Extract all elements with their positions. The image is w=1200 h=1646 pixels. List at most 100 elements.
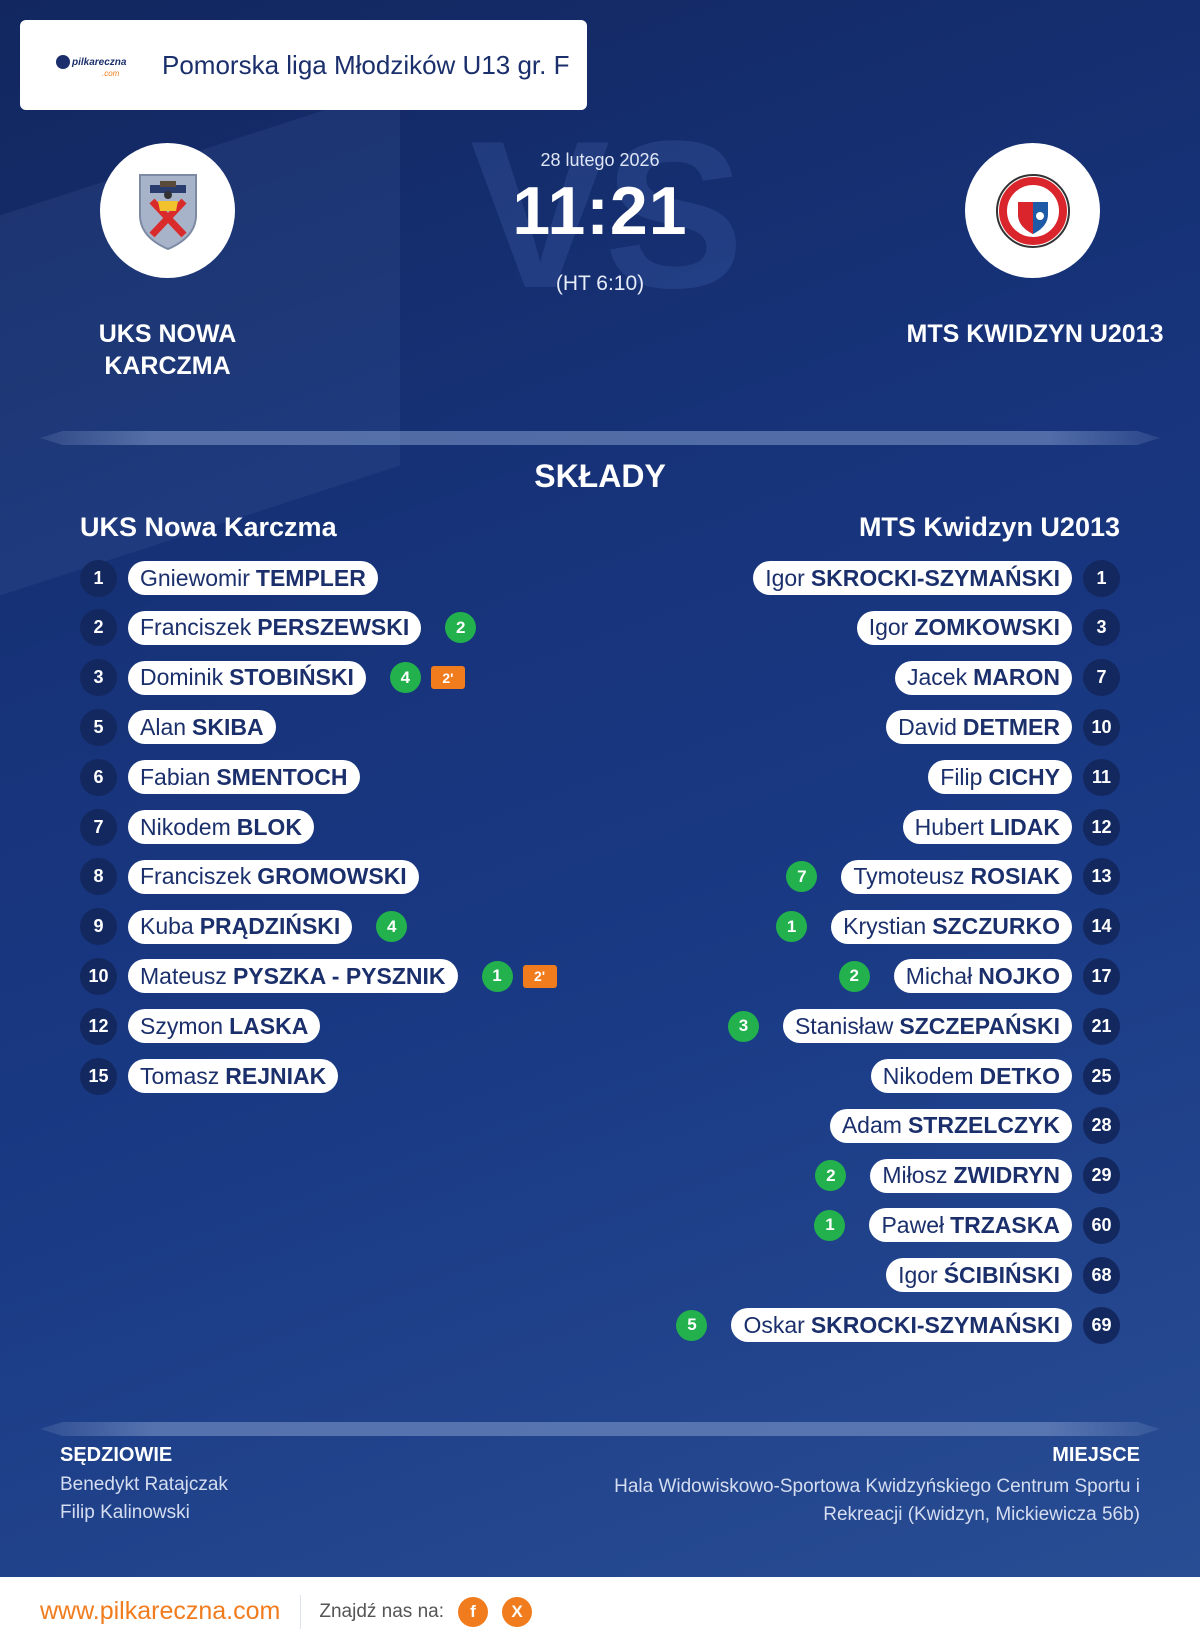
- player-first-name: Dominik: [140, 664, 224, 691]
- player-name[interactable]: Hubert LIDAK: [902, 810, 1072, 844]
- player-name[interactable]: Oskar SKROCKI-SZYMAŃSKI: [731, 1308, 1072, 1342]
- player-name[interactable]: Michał NOJKO: [893, 959, 1072, 994]
- x-icon[interactable]: X: [502, 1596, 532, 1627]
- player-last-name: PYSZKA - PYSZNIK: [232, 962, 446, 989]
- player-name[interactable]: Igor ZOMKOWSKI: [856, 610, 1072, 645]
- player-first-name: Adam: [841, 1112, 902, 1139]
- player-row[interactable]: 6 Fabian SMENTOCH: [80, 758, 360, 796]
- player-first-name: Michał: [905, 962, 973, 989]
- player-number: 1: [1083, 559, 1120, 597]
- player-row[interactable]: 15 Tomasz REJNIAK: [80, 1057, 339, 1095]
- player-row[interactable]: 29 Miłosz ZWIDRYN 2: [815, 1157, 1120, 1195]
- player-row[interactable]: 28 Adam STRZELCZYK: [829, 1107, 1120, 1145]
- player-row[interactable]: 8 Franciszek GROMOWSKI: [80, 858, 419, 896]
- player-row[interactable]: 60 Paweł TRZASKA 1: [814, 1206, 1120, 1244]
- player-number: 17: [1083, 957, 1120, 995]
- player-first-name: Nikodem: [882, 1062, 974, 1089]
- player-first-name: Miłosz: [882, 1162, 948, 1189]
- site-link[interactable]: www.pilkareczna.com: [40, 1597, 281, 1625]
- site-logo[interactable]: pilkareczna .com: [50, 45, 140, 85]
- goals-badge: 7: [786, 861, 818, 893]
- home-crest: [100, 143, 235, 278]
- player-row[interactable]: 12 Szymon LASKA: [80, 1007, 321, 1045]
- player-last-name: LASKA: [229, 1012, 309, 1039]
- goals-badge: 3: [727, 1010, 759, 1042]
- player-name[interactable]: Adam STRZELCZYK: [829, 1108, 1072, 1143]
- player-name[interactable]: Stanisław SZCZEPAŃSKI: [782, 1009, 1072, 1044]
- footer-separator: [300, 1594, 302, 1629]
- facebook-icon[interactable]: f: [458, 1596, 488, 1627]
- player-name[interactable]: Nikodem DETKO: [870, 1059, 1072, 1093]
- home-team-name: UKS NOWA KARCZMA: [98, 320, 237, 380]
- home-lineup-title: UKS Nowa Karczma: [80, 512, 337, 542]
- player-row[interactable]: 10 David DETMER: [886, 708, 1120, 746]
- venue-text: Hala Widowiskowo-Sportowa Kwidzyńskiego …: [614, 1476, 1140, 1525]
- match-score: 11:21: [512, 173, 688, 249]
- player-number: 5: [80, 708, 117, 746]
- player-name[interactable]: Igor SKROCKI-SZYMAŃSKI: [753, 561, 1072, 595]
- player-name[interactable]: Paweł TRZASKA: [869, 1208, 1072, 1243]
- player-name[interactable]: Nikodem BLOK: [128, 810, 314, 844]
- player-row[interactable]: 21 Stanisław SZCZEPAŃSKI 3: [727, 1007, 1120, 1045]
- divider-bottom: [40, 1422, 1160, 1436]
- player-name[interactable]: Franciszek GROMOWSKI: [128, 859, 419, 894]
- player-row[interactable]: 2 Franciszek PERSZEWSKI 2: [80, 609, 477, 647]
- goals-badge: 1: [776, 911, 808, 943]
- halftime-score: (HT 6:10): [555, 272, 645, 295]
- player-row[interactable]: 3 Igor ZOMKOWSKI: [856, 609, 1120, 647]
- player-number: 1: [80, 559, 117, 597]
- player-row[interactable]: 11 Filip CICHY: [928, 758, 1120, 796]
- player-name[interactable]: Tomasz REJNIAK: [128, 1059, 339, 1093]
- player-row[interactable]: 14 Krystian SZCZURKO 1: [776, 908, 1120, 946]
- player-row[interactable]: 10 Mateusz PYSZKA - PYSZNIK 1 2': [80, 957, 557, 995]
- player-row[interactable]: 12 Hubert LIDAK: [902, 808, 1120, 846]
- player-name[interactable]: Jacek MARON: [895, 660, 1072, 695]
- player-name[interactable]: Gniewomir TEMPLER: [128, 561, 378, 595]
- player-row[interactable]: 3 Dominik STOBIŃSKI 4 2': [80, 659, 465, 697]
- player-name[interactable]: Alan SKIBA: [128, 710, 276, 745]
- player-name[interactable]: Fabian SMENTOCH: [128, 760, 360, 795]
- player-first-name: David: [898, 713, 957, 740]
- player-number: 15: [80, 1057, 117, 1095]
- player-name[interactable]: Mateusz PYSZKA - PYSZNIK: [128, 959, 458, 994]
- player-name[interactable]: Dominik STOBIŃSKI: [128, 660, 366, 695]
- player-last-name: PERSZEWSKI: [257, 614, 410, 641]
- player-last-name: ZWIDRYN: [953, 1162, 1060, 1189]
- player-row[interactable]: 1 Gniewomir TEMPLER: [80, 559, 378, 597]
- player-row[interactable]: 17 Michał NOJKO 2: [838, 957, 1120, 995]
- player-name[interactable]: Filip CICHY: [928, 760, 1072, 795]
- player-row[interactable]: 25 Nikodem DETKO: [870, 1057, 1120, 1095]
- match-date: 28 lutego 2026: [540, 150, 660, 170]
- player-name[interactable]: Kuba PRĄDZIŃSKI: [128, 909, 353, 944]
- player-row[interactable]: 68 Igor ŚCIBIŃSKI: [886, 1256, 1120, 1294]
- away-crest: [965, 143, 1100, 278]
- player-last-name: DETKO: [979, 1062, 1061, 1089]
- player-name[interactable]: Tymoteusz ROSIAK: [841, 859, 1072, 894]
- player-number: 7: [80, 808, 117, 846]
- player-name[interactable]: Miłosz ZWIDRYN: [870, 1158, 1072, 1193]
- player-row[interactable]: 13 Tymoteusz ROSIAK 7: [786, 858, 1120, 896]
- player-last-name: SKROCKI-SZYMAŃSKI: [810, 564, 1060, 591]
- player-name[interactable]: Szymon LASKA: [128, 1009, 321, 1044]
- player-last-name: ZOMKOWSKI: [914, 614, 1060, 641]
- player-row[interactable]: 7 Nikodem BLOK: [80, 808, 314, 846]
- player-name[interactable]: Igor ŚCIBIŃSKI: [886, 1258, 1072, 1293]
- player-first-name: Tymoteusz: [853, 863, 965, 890]
- player-first-name: Nikodem: [140, 813, 231, 840]
- goals-badge: 5: [676, 1309, 708, 1341]
- player-name[interactable]: Franciszek PERSZEWSKI: [128, 610, 422, 645]
- player-name[interactable]: David DETMER: [886, 710, 1072, 745]
- player-row[interactable]: 9 Kuba PRĄDZIŃSKI 4: [80, 908, 408, 946]
- player-row[interactable]: 69 Oskar SKROCKI-SZYMAŃSKI 5: [676, 1306, 1120, 1344]
- player-row[interactable]: 7 Jacek MARON: [895, 659, 1120, 697]
- player-number: 12: [80, 1007, 117, 1045]
- player-number: 10: [80, 957, 117, 995]
- player-number: 29: [1083, 1157, 1120, 1195]
- player-name[interactable]: Krystian SZCZURKO: [831, 909, 1072, 944]
- away-team-name: MTS KWIDZYN U2013: [906, 320, 1164, 348]
- player-number: 12: [1083, 808, 1120, 846]
- player-row[interactable]: 5 Alan SKIBA: [80, 708, 276, 746]
- player-row[interactable]: 1 Igor SKROCKI-SZYMAŃSKI: [753, 559, 1120, 597]
- player-number: 3: [80, 659, 117, 697]
